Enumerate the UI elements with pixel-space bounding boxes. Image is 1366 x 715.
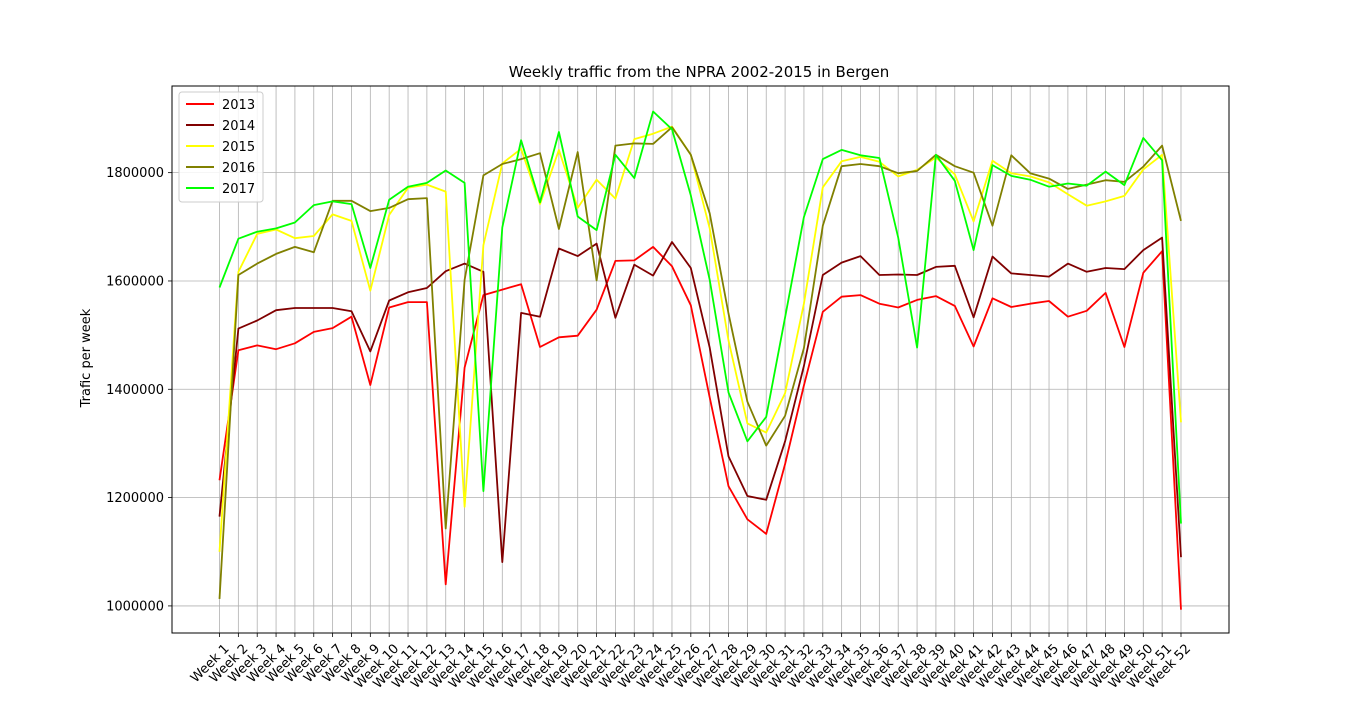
- series-line-2013: [218, 245, 1182, 610]
- y-tick-label: 1600000: [106, 274, 164, 289]
- legend-label-2016: 2016: [222, 161, 255, 176]
- y-tick-label: 1400000: [106, 383, 164, 398]
- series-line-2015: [218, 125, 1182, 552]
- legend: 2013 2014 2015 2016 2017: [178, 91, 264, 203]
- y-axis-ticks: 1000000 1200000 1400000 1600000 1800000: [106, 166, 172, 614]
- legend-label-2013: 2013: [222, 98, 255, 113]
- y-tick-label: 1200000: [106, 491, 164, 506]
- series-line-2016: [218, 126, 1182, 599]
- y-axis-label: Trafic per week: [79, 308, 94, 408]
- legend-label-2017: 2017: [222, 182, 255, 197]
- y-tick-label: 1000000: [106, 599, 164, 614]
- plot-area-frame: [171, 85, 1230, 634]
- y-tick-label: 1800000: [106, 166, 164, 181]
- chart-title: Weekly traffic from the NPRA 2002-2015 i…: [509, 63, 890, 81]
- series-line-2014: [218, 236, 1182, 563]
- legend-label-2014: 2014: [222, 119, 255, 134]
- series-line-2017: [218, 110, 1182, 524]
- legend-label-2015: 2015: [222, 140, 255, 155]
- legend-box: [178, 91, 264, 203]
- series-lines: [218, 110, 1182, 610]
